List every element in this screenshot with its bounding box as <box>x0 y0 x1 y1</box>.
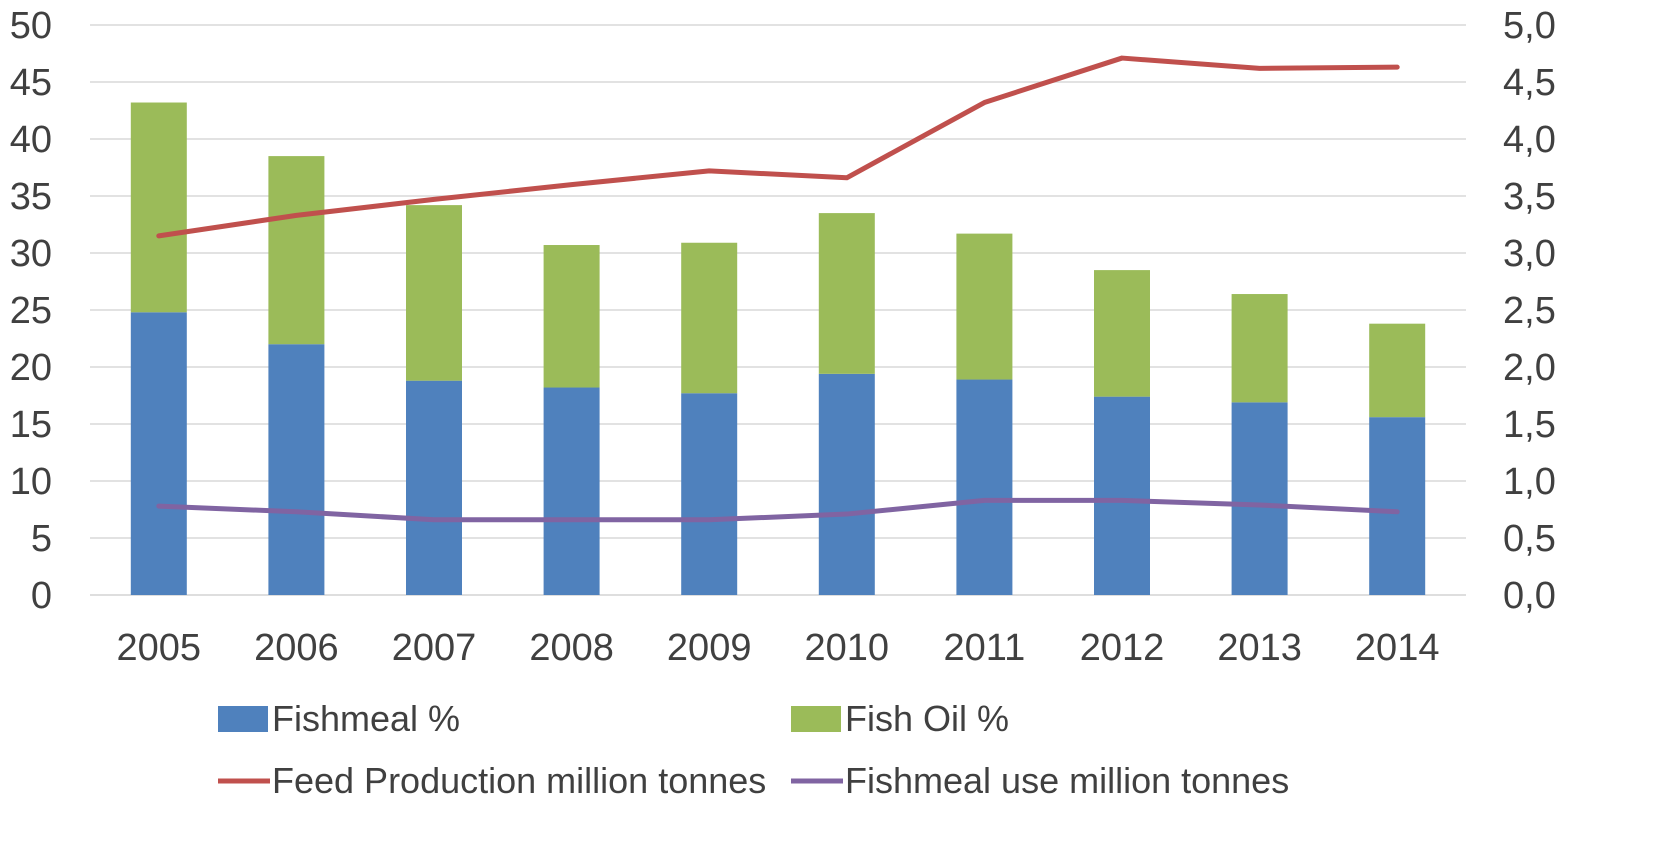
bar-fishmeal <box>1369 417 1426 595</box>
bar-fishmeal <box>130 312 187 595</box>
y-left-tick-label: 20 <box>10 347 52 389</box>
bar-fish-oil <box>818 213 875 374</box>
bar-fishmeal <box>1094 396 1150 595</box>
y-right-tick-label: 3,0 <box>1503 233 1556 275</box>
x-tick-label: 2005 <box>117 627 202 669</box>
line-fishmeal-use-million-tonnes <box>156 497 1400 523</box>
bar-fishmeal <box>681 393 738 595</box>
y-left-tick-label: 30 <box>10 233 52 275</box>
bar-fishmeal <box>956 379 1013 595</box>
y-left-tick-label: 45 <box>10 62 52 104</box>
x-tick-label: 2007 <box>392 627 477 669</box>
bar-fish-oil <box>956 233 1013 380</box>
bar-fishmeal <box>1231 402 1288 595</box>
y-right-tick-label: 3,5 <box>1503 176 1556 218</box>
y-right-tick-label: 0,0 <box>1503 575 1556 617</box>
bar-fish-oil <box>1369 323 1426 418</box>
line-feed-production-million-tonnes <box>156 55 1400 239</box>
x-axis: 2005 2006 2007 2008 2009 2010 2011 2012 2013 2014 <box>117 627 1440 669</box>
x-tick-label: 2006 <box>254 627 339 669</box>
x-tick-label: 2014 <box>1355 627 1440 669</box>
y-left-tick-label: 0 <box>31 575 52 617</box>
y-left-tick-label: 40 <box>10 119 52 161</box>
bar-fish-oil <box>406 205 462 381</box>
legend-swatch <box>791 706 841 732</box>
x-tick-label: 2011 <box>944 627 1026 669</box>
y-right-tick-label: 4,5 <box>1503 62 1556 104</box>
y-left-tick-label: 5 <box>31 518 52 560</box>
bar-fishmeal <box>818 373 875 595</box>
bar-fish-oil <box>1231 294 1288 403</box>
y-right-tick-label: 0,5 <box>1503 518 1556 560</box>
x-tick-label: 2008 <box>529 627 614 669</box>
bar-fishmeal <box>543 387 600 595</box>
legend-swatch <box>218 706 268 732</box>
bar-fish-oil <box>130 102 187 313</box>
y-left-tick-label: 15 <box>10 404 52 446</box>
bar-fish-oil <box>543 245 600 388</box>
bar-fishmeal <box>406 380 462 595</box>
y-right-tick-label: 5,0 <box>1503 5 1556 47</box>
y-right-tick-label: 2,5 <box>1503 290 1556 332</box>
y-right-tick-label: 1,5 <box>1503 404 1556 446</box>
bar-fish-oil <box>1094 270 1150 397</box>
y-right-tick-label: 2,0 <box>1503 347 1556 389</box>
x-tick-label: 2013 <box>1217 627 1302 669</box>
y-left-tick-label: 25 <box>10 290 52 332</box>
legend: Fishmeal % Fish Oil % Feed Production mill… <box>218 698 1289 801</box>
y-axis-left: 0 5 10 15 20 25 30 35 40 45 50 <box>10 5 52 617</box>
bar-fish-oil <box>681 242 738 394</box>
y-right-tick-label: 4,0 <box>1503 119 1556 161</box>
bars <box>130 102 1426 595</box>
legend-label: Feed Production million tonnes <box>272 760 766 801</box>
legend-label: Fish Oil % <box>845 698 1009 739</box>
y-left-tick-label: 10 <box>10 461 52 503</box>
x-tick-label: 2010 <box>805 627 890 669</box>
legend-label: Fishmeal use million tonnes <box>845 760 1289 801</box>
y-left-tick-label: 50 <box>10 5 52 47</box>
legend-label: Fishmeal % <box>272 698 460 739</box>
y-right-tick-label: 1,0 <box>1503 461 1556 503</box>
bar-fish-oil <box>268 156 325 345</box>
x-tick-label: 2012 <box>1080 627 1165 669</box>
y-left-tick-label: 35 <box>10 176 52 218</box>
x-tick-label: 2009 <box>667 627 752 669</box>
series-lines <box>156 55 1400 523</box>
y-axis-right: 0,0 0,5 1,0 1,5 2,0 2,5 3,0 3,5 4,0 4,5 5,0 <box>1503 5 1556 617</box>
bar-fishmeal <box>268 344 325 595</box>
